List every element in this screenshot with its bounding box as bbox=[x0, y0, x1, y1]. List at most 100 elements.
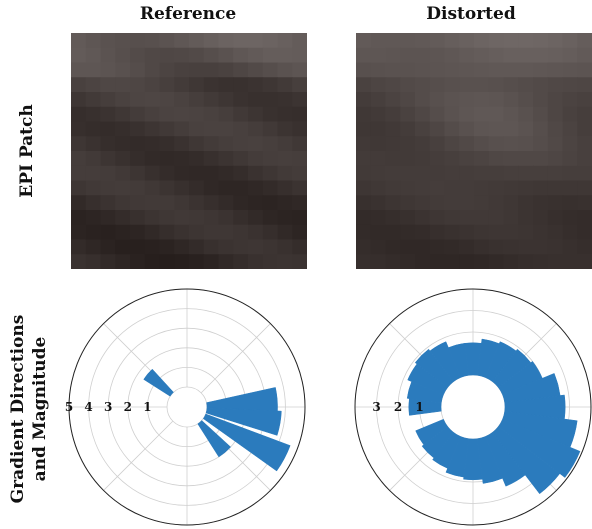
patch-pixel bbox=[130, 33, 146, 49]
patch-pixel bbox=[248, 165, 264, 182]
patch-pixel bbox=[130, 254, 146, 269]
r-tick-label: 5 bbox=[65, 400, 73, 414]
patch-pixel bbox=[415, 136, 431, 152]
patch-pixel bbox=[71, 210, 87, 226]
patch-pixel bbox=[277, 33, 293, 49]
patch-pixel bbox=[518, 151, 534, 167]
patch-pixel bbox=[503, 106, 519, 123]
patch-pixel bbox=[518, 62, 534, 78]
polar-bar bbox=[143, 368, 174, 397]
patch-pixel bbox=[518, 239, 534, 255]
patch-pixel bbox=[203, 224, 220, 241]
patch-pixel bbox=[218, 224, 234, 241]
patch-pixel bbox=[203, 33, 220, 49]
patch-pixel bbox=[277, 62, 293, 78]
patch-pixel bbox=[577, 77, 592, 93]
patch-pixel bbox=[533, 180, 549, 196]
patch-pixel bbox=[415, 180, 431, 196]
patch-pixel bbox=[577, 33, 592, 49]
patch-pixel bbox=[459, 47, 475, 64]
patch-pixel bbox=[488, 77, 505, 93]
patch-pixel bbox=[547, 224, 564, 241]
patch-pixel bbox=[292, 136, 307, 152]
patch-pixel bbox=[292, 254, 307, 269]
patch-pixel bbox=[474, 121, 490, 137]
patch-pixel bbox=[277, 224, 293, 241]
patch-pixel bbox=[400, 195, 416, 211]
patch-pixel bbox=[292, 224, 307, 241]
patch-pixel bbox=[248, 136, 264, 152]
patch-pixel bbox=[218, 254, 234, 269]
patch-pixel bbox=[262, 151, 279, 167]
patch-pixel bbox=[385, 195, 401, 211]
patch-pixel bbox=[444, 92, 460, 108]
patch-pixel bbox=[356, 136, 372, 152]
patch-pixel bbox=[415, 77, 431, 93]
patch-pixel bbox=[115, 180, 131, 196]
patch-pixel bbox=[488, 106, 505, 123]
patch-pixel bbox=[248, 33, 264, 49]
patch-pixel bbox=[144, 106, 161, 123]
patch-pixel bbox=[100, 33, 116, 49]
patch-pixel bbox=[547, 239, 564, 255]
patch-pixel bbox=[85, 210, 102, 226]
patch-pixel bbox=[503, 62, 519, 78]
polar-bar bbox=[421, 426, 454, 459]
patch-pixel bbox=[85, 121, 102, 137]
patch-pixel bbox=[370, 210, 387, 226]
patch-pixel bbox=[130, 151, 146, 167]
patch-pixel bbox=[277, 165, 293, 182]
patch-pixel bbox=[189, 254, 205, 269]
patch-pixel bbox=[262, 62, 279, 78]
patch-pixel bbox=[459, 165, 475, 182]
patch-pixel bbox=[429, 77, 446, 93]
patch-pixel bbox=[488, 47, 505, 64]
patch-pixel bbox=[115, 121, 131, 137]
patch-pixel bbox=[370, 224, 387, 241]
patch-pixel bbox=[71, 47, 87, 64]
patch-pixel bbox=[174, 106, 190, 123]
patch-pixel bbox=[203, 239, 220, 255]
patch-pixel bbox=[370, 180, 387, 196]
patch-pixel bbox=[100, 224, 116, 241]
r-tick-label: 1 bbox=[143, 400, 151, 414]
patch-pixel bbox=[174, 239, 190, 255]
patch-pixel bbox=[189, 239, 205, 255]
patch-pixel bbox=[518, 92, 534, 108]
patch-pixel bbox=[547, 121, 564, 137]
patch-pixel bbox=[174, 195, 190, 211]
patch-pixel bbox=[71, 239, 87, 255]
epi-patch-reference bbox=[71, 33, 307, 269]
patch-pixel bbox=[144, 239, 161, 255]
r-tick-label: 2 bbox=[124, 400, 132, 414]
patch-pixel bbox=[248, 224, 264, 241]
patch-pixel bbox=[577, 92, 592, 108]
patch-pixel bbox=[174, 33, 190, 49]
patch-pixel bbox=[533, 239, 549, 255]
patch-pixel bbox=[144, 195, 161, 211]
patch-pixel bbox=[292, 239, 307, 255]
patch-pixel bbox=[488, 151, 505, 167]
patch-pixel bbox=[71, 106, 87, 123]
patch-pixel bbox=[115, 254, 131, 269]
patch-pixel bbox=[474, 47, 490, 64]
patch-pixel bbox=[429, 180, 446, 196]
patch-pixel bbox=[85, 180, 102, 196]
patch-pixel bbox=[100, 151, 116, 167]
patch-pixel bbox=[474, 136, 490, 152]
patch-pixel bbox=[203, 92, 220, 108]
patch-pixel bbox=[577, 210, 592, 226]
patch-pixel bbox=[503, 254, 519, 269]
patch-pixel bbox=[400, 106, 416, 123]
patch-pixel bbox=[277, 254, 293, 269]
polar-bar bbox=[415, 418, 448, 446]
polar-bar bbox=[407, 363, 448, 396]
patch-pixel bbox=[415, 106, 431, 123]
patch-pixel bbox=[474, 180, 490, 196]
patch-pixel bbox=[429, 195, 446, 211]
patch-pixel bbox=[189, 47, 205, 64]
patch-pixel bbox=[233, 92, 249, 108]
patch-pixel bbox=[100, 47, 116, 64]
patch-pixel bbox=[174, 136, 190, 152]
patch-pixel bbox=[85, 195, 102, 211]
